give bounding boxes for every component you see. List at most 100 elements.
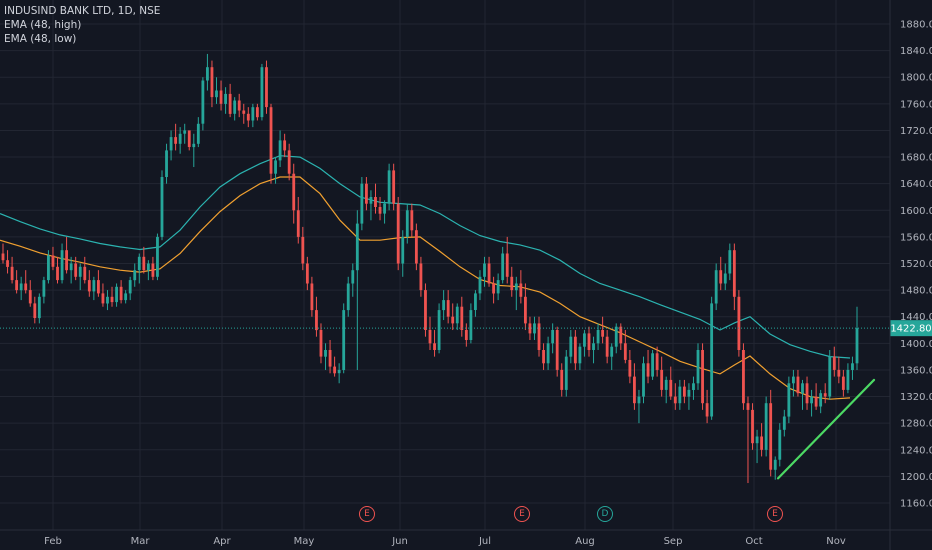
candle <box>87 270 91 297</box>
candle <box>60 243 64 284</box>
candle-body <box>296 210 300 237</box>
candle <box>246 107 250 128</box>
candle <box>392 163 396 211</box>
candle <box>714 263 718 311</box>
candle-body <box>523 296 527 324</box>
candle-body <box>583 333 586 347</box>
candle-body <box>596 330 600 344</box>
candle-body <box>455 306 459 324</box>
candle-body <box>410 210 414 231</box>
y-tick-label: 1440.00 <box>900 312 932 323</box>
candle-body <box>587 333 591 350</box>
candle <box>701 343 704 410</box>
candle-body <box>192 143 196 148</box>
candle <box>124 290 128 304</box>
candle <box>251 103 255 128</box>
candle-body <box>801 383 804 394</box>
y-tick-label: 1680.00 <box>900 153 932 164</box>
candle <box>573 330 577 370</box>
candle <box>583 330 586 357</box>
candle <box>174 123 178 151</box>
candle-body <box>505 253 509 277</box>
candle <box>505 236 509 284</box>
candle <box>605 330 609 364</box>
candle <box>705 389 709 424</box>
chart-legend: INDUSIND BANK LTD, 1D, NSE EMA (48, high… <box>4 4 160 46</box>
candle <box>760 423 764 457</box>
candle-body <box>351 270 355 284</box>
candle-body <box>573 336 577 364</box>
candle-body <box>796 376 800 394</box>
candle <box>260 63 264 121</box>
candles <box>1 53 859 484</box>
candle <box>446 290 450 324</box>
candle-body <box>1 253 5 261</box>
legend-ema-high[interactable]: EMA (48, high) <box>4 19 82 31</box>
candle-body <box>510 276 514 291</box>
candle <box>646 349 650 384</box>
candle-body <box>219 90 223 104</box>
candle-body <box>787 383 791 417</box>
candle <box>342 303 346 374</box>
candle <box>365 177 368 211</box>
time-axis[interactable]: Feb Mar Apr May Jun Jul Aug Sep Oct Nov <box>0 529 932 547</box>
candle-body <box>678 386 682 404</box>
candle <box>837 356 841 384</box>
candle <box>723 263 727 291</box>
candle <box>206 53 209 91</box>
y-tick-label: 1800.00 <box>900 73 932 84</box>
candle <box>151 256 155 281</box>
candle <box>742 343 745 410</box>
candle <box>542 343 545 370</box>
trendline[interactable] <box>776 378 876 480</box>
candle-body <box>433 343 436 350</box>
candle <box>219 80 223 111</box>
candle <box>764 396 768 457</box>
candle-body <box>106 296 109 304</box>
candle <box>319 323 323 364</box>
candle-body <box>187 130 191 147</box>
candle-body <box>74 263 78 277</box>
candle-body <box>310 283 314 311</box>
candle <box>501 246 505 284</box>
candle <box>669 366 673 400</box>
candle-body <box>346 283 350 311</box>
legend-ema-low[interactable]: EMA (48, low) <box>4 33 77 45</box>
candle <box>146 260 150 281</box>
candle-body <box>392 170 396 204</box>
candle-body <box>124 293 128 301</box>
candle-body <box>283 140 287 151</box>
candle-body <box>728 250 732 274</box>
candle <box>832 346 836 377</box>
candle <box>278 130 282 168</box>
candle <box>587 326 591 357</box>
candle <box>619 323 623 350</box>
candle-body <box>701 350 704 404</box>
candle-body <box>196 123 200 144</box>
candle <box>810 389 813 417</box>
x-tick-label: Sep <box>664 536 683 547</box>
candle <box>732 243 736 311</box>
y-tick-label: 1640.00 <box>900 179 932 190</box>
candle <box>796 369 800 397</box>
candle <box>265 60 268 114</box>
candle <box>78 263 82 291</box>
candle-body <box>278 140 282 161</box>
candle-body <box>237 100 241 111</box>
price-axis[interactable]: 1160.00 1200.00 1240.00 1280.00 1320.00 1360.… <box>889 0 932 550</box>
candle-body <box>146 263 150 271</box>
event-label: E <box>519 509 525 519</box>
candle <box>315 296 318 337</box>
candle-body <box>274 160 277 174</box>
legend-symbol[interactable]: INDUSIND BANK LTD, 1D, NSE <box>4 5 161 17</box>
candle <box>633 363 636 410</box>
earnings-marker: E <box>767 506 783 522</box>
candle <box>296 196 300 244</box>
y-tick-label: 1160.00 <box>900 499 932 510</box>
candle <box>623 330 627 364</box>
candle <box>65 236 69 274</box>
candle-body <box>269 107 273 174</box>
y-tick-label: 1520.00 <box>900 259 932 270</box>
candle-body <box>633 376 636 404</box>
